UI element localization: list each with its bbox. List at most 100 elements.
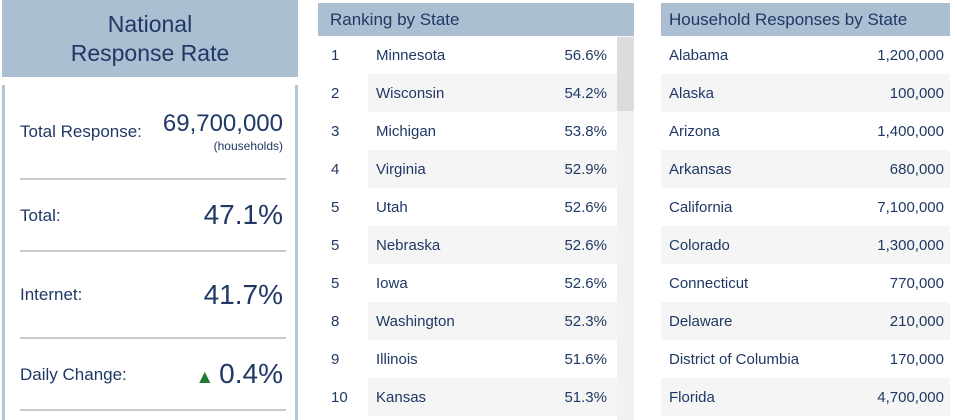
state-name: Alaska [669,84,715,102]
ranking-row-cells: Minnesota 56.6% [368,36,617,74]
ranking-row: 3 Michigan 53.8% [318,112,617,150]
response-rate-value: 54.2% [564,84,607,102]
state-name: Washington [376,312,455,330]
ranking-row-cells: Wisconsin 54.2% [368,74,617,112]
national-panel-body: Total Response: 69,700,000 (households) … [2,85,298,420]
rank-number: 10 [318,378,368,416]
total-rate-value: 47.1% [203,199,283,230]
state-name: Illinois [376,350,418,368]
response-rate-value: 51.6% [564,350,607,368]
ranking-row: 2 Wisconsin 54.2% [318,74,617,112]
ranking-row-cells: Michigan 53.8% [368,112,617,150]
household-row: California 7,100,000 [661,188,950,226]
ranking-panel-title: Ranking by State [318,3,634,36]
ranking-table-body: 1 Minnesota 56.6% 2 Wisconsin 54.2% 3 Michigan 5… [318,36,617,416]
state-name: Delaware [669,312,733,330]
state-name: Connecticut [669,274,749,292]
household-count: 100,000 [889,84,944,102]
stat-total-rate: Total: 47.1% [5,180,295,250]
ranking-row-cells: Washington 52.3% [368,302,617,340]
rank-number: 2 [318,74,368,112]
daily-change-value: 0.4% [219,358,283,389]
household-count: 4,700,000 [877,388,944,406]
household-count: 7,100,000 [877,198,944,216]
response-rate-value: 52.6% [564,274,607,292]
internet-rate-value: 41.7% [203,278,283,310]
ranking-row: 9 Illinois 51.6% [318,340,617,378]
ranking-row-cells: Iowa 52.6% [368,264,617,302]
rank-number: 1 [318,36,368,74]
stat-label: Total Response: [20,122,142,141]
state-name: Minnesota [376,46,446,64]
household-count: 680,000 [889,160,944,178]
rank-number: 5 [318,226,368,264]
response-rate-value: 56.6% [564,46,607,64]
response-rate-value: 51.3% [564,388,607,406]
ranking-row-cells: Nebraska 52.6% [368,226,617,264]
state-name: California [669,198,733,216]
ranking-title-text: Ranking by State [330,9,460,29]
section-divider [20,178,286,180]
stat-value-block: 69,700,000 (households) [163,110,283,153]
households-table-body: Alabama 1,200,000 Alaska 100,000 Arizona 1,40… [661,36,950,416]
ranking-row: 5 Utah 52.6% [318,188,617,226]
state-name: Iowa [376,274,408,292]
rank-number: 4 [318,150,368,188]
title-line-1: National [107,10,193,37]
state-name: District of Columbia [669,350,800,368]
stat-daily-change: Daily Change: ▲ 0.4% [5,339,295,409]
household-row: Delaware 210,000 [661,302,950,340]
household-row: Colorado 1,300,000 [661,226,950,264]
state-name: Arizona [669,122,720,140]
state-name: Colorado [669,236,730,254]
section-divider [20,409,286,411]
ranking-scrollbar-track[interactable] [617,36,634,420]
household-row: Connecticut 770,000 [661,264,950,302]
ranking-row-cells: Illinois 51.6% [368,340,617,378]
stat-internet-rate: Internet: 41.7% [5,252,295,337]
household-count: 210,000 [889,312,944,330]
response-rate-value: 53.8% [564,122,607,140]
ranking-row: 10 Kansas 51.3% [318,378,617,416]
state-name: Kansas [376,388,427,406]
state-name: Wisconsin [376,84,445,102]
stat-label: Total: [20,205,61,225]
response-rate-value: 52.6% [564,198,607,216]
state-name: Nebraska [376,236,441,254]
section-divider [20,250,286,252]
household-row: District of Columbia 170,000 [661,340,950,378]
title-line-2: Response Rate [70,39,230,66]
ranking-row: 5 Nebraska 52.6% [318,226,617,264]
household-count: 1,400,000 [877,122,944,140]
rank-number: 3 [318,112,368,150]
state-name: Alabama [669,46,729,64]
response-rate-value: 52.3% [564,312,607,330]
ranking-row-cells: Kansas 51.3% [368,378,617,416]
section-divider [20,337,286,339]
ranking-row-cells: Virginia 52.9% [368,150,617,188]
household-row: Arkansas 680,000 [661,150,950,188]
national-panel-title: National Response Rate [2,0,298,77]
ranking-panel: Ranking by State 1 Minnesota 56.6% 2 Wiscons… [318,3,634,420]
response-rate-value: 52.6% [564,236,607,254]
ranking-scrollbar-thumb[interactable] [617,37,634,111]
state-name: Utah [376,198,408,216]
household-row: Alabama 1,200,000 [661,36,950,74]
state-name: Michigan [376,122,437,140]
households-panel: Household Responses by State Alabama 1,20… [661,3,950,416]
rank-number: 5 [318,188,368,226]
total-response-value: 69,700,000 [162,110,283,137]
household-count: 1,200,000 [877,46,944,64]
household-count: 770,000 [889,274,944,292]
households-title-text: Household Responses by State [669,9,908,29]
ranking-row: 8 Washington 52.3% [318,302,617,340]
household-row: Florida 4,700,000 [661,378,950,416]
rank-number: 8 [318,302,368,340]
trend-up-icon: ▲ [195,367,215,388]
response-rate-value: 52.9% [564,160,607,178]
national-response-panel: National Response Rate Total Response: 6… [2,0,298,420]
households-unit-note: (households) [213,139,283,153]
daily-change-value-block: ▲ 0.4% [195,358,283,390]
household-count: 170,000 [889,350,944,368]
